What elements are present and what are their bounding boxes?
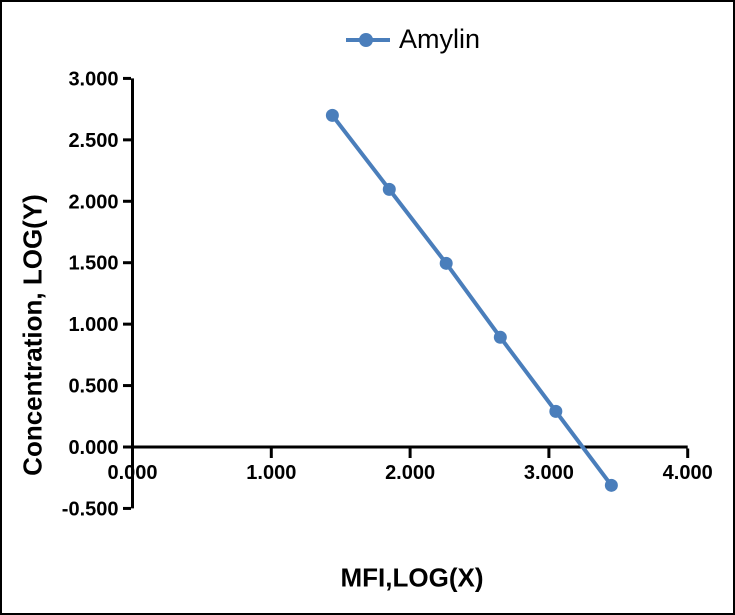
data-point-marker [493, 330, 507, 344]
data-point-marker [549, 404, 563, 418]
y-tick-label: 1.000 [68, 314, 118, 336]
x-axis-title: MFI,LOG(X) [340, 562, 484, 593]
x-tick-label: 3.000 [524, 462, 574, 484]
legend-label: Amylin [399, 24, 481, 54]
x-tick-label: 2.000 [385, 462, 435, 484]
y-axis-title: Concentration, LOG(Y) [17, 194, 48, 476]
data-point-marker [604, 478, 618, 492]
data-point-marker [382, 182, 396, 196]
legend-line-marker-icon [346, 32, 390, 47]
y-tick-label: 2.000 [68, 191, 118, 213]
x-tick-label: 0.000 [107, 462, 157, 484]
legend-dot-icon [359, 32, 373, 47]
x-tick-label: 1.000 [246, 462, 296, 484]
y-tick-label: -0.500 [62, 498, 119, 520]
data-point-marker [439, 256, 453, 270]
y-tick-label: 3.000 [68, 68, 118, 90]
x-tick-label: 4.000 [663, 462, 713, 484]
y-tick-label: 0.000 [68, 437, 118, 459]
y-tick-label: 2.500 [68, 130, 118, 152]
y-tick-label: 1.500 [68, 253, 118, 275]
y-tick-label: 0.500 [68, 376, 118, 398]
legend: Amylin [346, 26, 480, 53]
data-point-marker [325, 108, 339, 122]
series-line [330, 113, 614, 488]
